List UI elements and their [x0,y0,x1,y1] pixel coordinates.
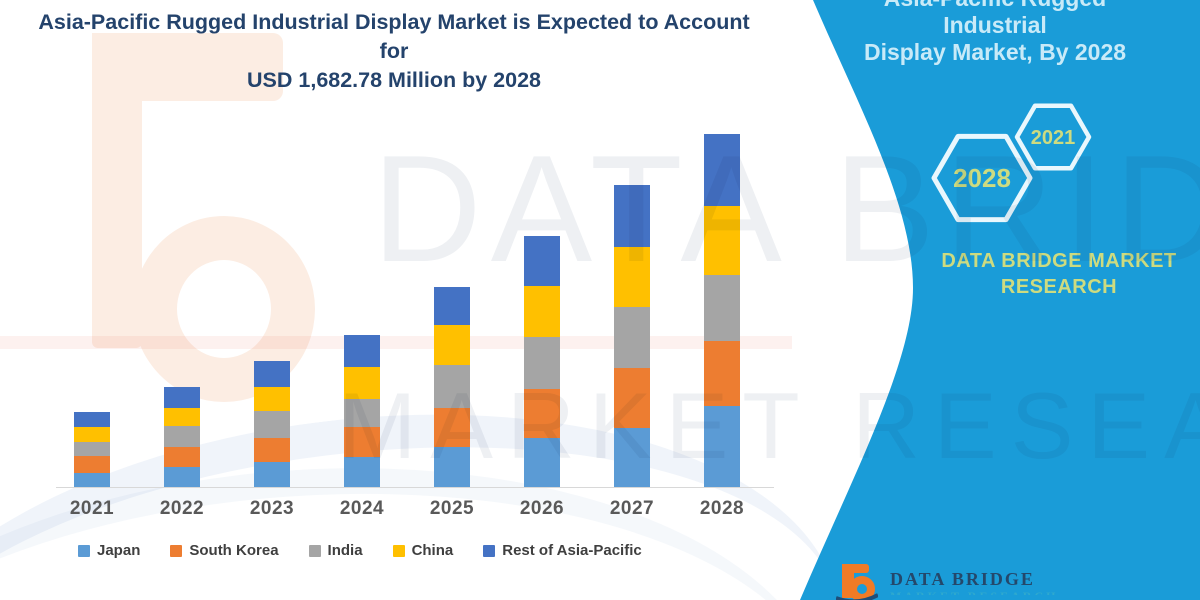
chart-title-line2: USD 1,682.78 Million by 2028 [247,68,541,92]
bar-segment-south-korea [344,427,380,458]
x-axis-label-2027: 2027 [609,498,655,519]
watermark-b-logo-topbar [92,33,283,101]
legend-item-rest-of-asia-pacific: Rest of Asia-Pacific [483,542,642,559]
bar-segment-south-korea [164,447,200,468]
legend-swatch [392,544,405,557]
bar-segment-rest-of-asia-pacific [164,386,200,409]
bar-segment-japan [704,406,740,487]
bar-2023 [254,361,290,487]
legend-label: China [411,542,454,559]
data-bridge-logo-icon [836,564,878,600]
legend-swatch [170,544,183,557]
chart-title: Asia-Pacific Rugged Industrial Display M… [28,8,760,95]
bar-segment-india [344,399,380,428]
x-axis-label-2028: 2028 [699,498,745,519]
footer-brand-line2: MARKET RESEARCH [890,590,1058,595]
x-axis-line [56,487,774,488]
x-axis-label-2024: 2024 [339,498,385,519]
legend-item-south-korea: South Korea [170,542,279,559]
legend-swatch [308,544,321,557]
bar-segment-south-korea [704,341,740,407]
bar-segment-china [434,325,470,365]
bar-segment-china [524,286,560,337]
bar-2024 [344,335,380,487]
legend-label: India [327,542,363,559]
bar-segment-rest-of-asia-pacific [344,335,380,368]
bar-segment-rest-of-asia-pacific [704,134,740,207]
bar-segment-rest-of-asia-pacific [434,287,470,326]
bar-2022 [164,386,200,487]
bar-2028 [704,134,740,487]
hexagon-2028-label: 2028 [953,163,1011,193]
bar-segment-china [164,408,200,426]
bar-segment-japan [614,427,650,487]
legend-label: Rest of Asia-Pacific [502,542,642,559]
side-panel-title: Asia-Pacific Rugged Industrial Display M… [830,0,1160,66]
legend-item-china: China [392,542,454,559]
bar-segment-china [704,206,740,275]
legend-item-japan: Japan [78,542,140,559]
x-axis-label-2025: 2025 [429,498,475,519]
bar-segment-china [74,427,110,443]
bar-segment-china [344,367,380,400]
bar-segment-india [74,442,110,456]
bar-segment-japan [434,447,470,487]
bar-segment-japan [524,437,560,487]
bar-2026 [524,235,560,487]
bar-segment-india [524,336,560,389]
legend-swatch [483,544,496,557]
x-axis-label-2022: 2022 [159,498,205,519]
bar-chart: 2021 2022 2023 2024 2025 2026 2027 2028 [58,120,774,519]
bar-segment-india [704,274,740,342]
hexagon-2028 [931,133,1033,223]
side-panel-title-line1: Asia-Pacific Rugged Industrial [884,0,1106,38]
x-axis-label-2023: 2023 [249,498,295,519]
bar-segment-japan [164,467,200,487]
bar-2021 [74,411,110,487]
bar-segment-south-korea [254,438,290,463]
hexagon-2021 [1014,103,1092,171]
bar-segment-india [434,364,470,409]
chart-legend: Japan South Korea India China Rest of Asia-P… [78,542,642,559]
bar-segment-rest-of-asia-pacific [524,235,560,287]
bar-segment-rest-of-asia-pacific [614,185,650,247]
bar-segment-india [614,307,650,369]
forecast-hexagons: 2028 2021 [931,103,1092,223]
bar-segment-japan [254,462,290,487]
bar-segment-japan [344,457,380,487]
bar-2025 [434,287,470,487]
side-panel-title-line2: Display Market, By 2028 [863,39,1127,65]
side-panel-brand-text: DATA BRIDGE MARKET RESEARCH [941,250,1177,298]
legend-label: Japan [97,542,141,559]
bar-segment-india [254,410,290,439]
bar-segment-china [254,387,290,411]
bar-segment-india [164,426,200,448]
bar-2027 [614,185,650,487]
footer-logo: DATA BRIDGE MARKET RESEARCH [836,564,1058,600]
bar-segment-china [614,246,650,308]
bar-segment-south-korea [614,368,650,428]
bar-segment-rest-of-asia-pacific [74,411,110,428]
legend-swatch [78,544,90,557]
footer-logo-text: DATA BRIDGE MARKET RESEARCH [890,564,1058,595]
watermark-stripe [0,336,792,349]
x-axis-label-2021: 2021 [69,498,115,519]
bar-segment-south-korea [434,408,470,448]
bar-segment-south-korea [74,455,110,473]
bar-segment-japan [74,472,110,487]
hexagon-2021-label: 2021 [1031,127,1076,149]
bar-segment-south-korea [524,388,560,438]
legend-item-india: India [308,542,363,559]
footer-brand-line1: DATA BRIDGE [890,569,1035,589]
chart-title-line1: Asia-Pacific Rugged Industrial Display M… [38,10,750,63]
x-axis-label-2026: 2026 [519,498,565,519]
side-panel-background [800,0,1200,600]
legend-label: South Korea [189,542,279,559]
bar-segment-rest-of-asia-pacific [254,361,290,388]
